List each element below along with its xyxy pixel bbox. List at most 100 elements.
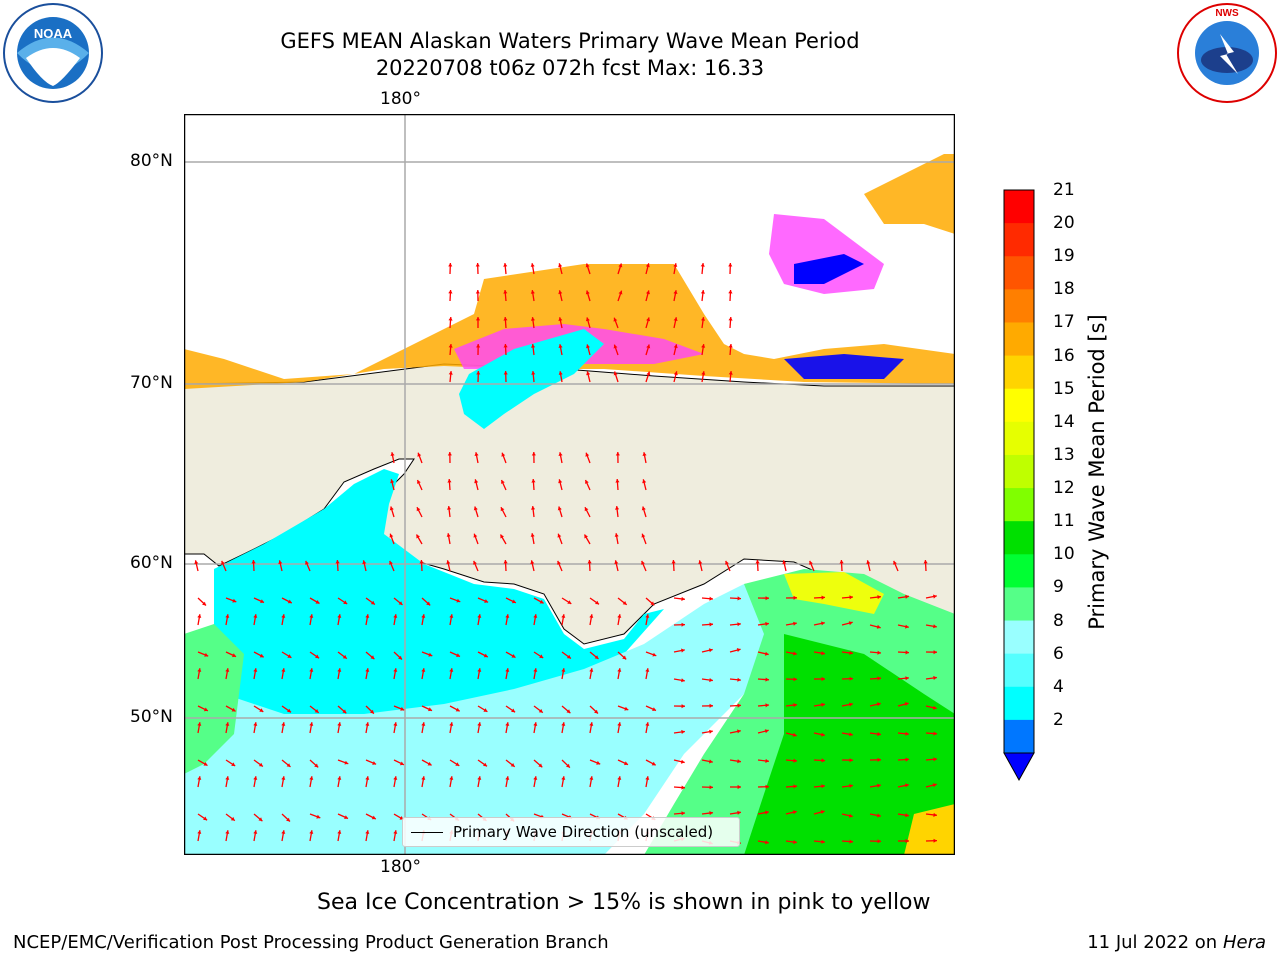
wave-arrow-head — [421, 722, 426, 726]
wave-arrow-head — [622, 655, 627, 660]
wave-arrow-head — [232, 653, 236, 658]
wave-arrow-head — [225, 722, 230, 726]
colorbar-segment — [1004, 223, 1034, 257]
colorbar-tick-label: 2 — [1053, 709, 1064, 730]
wave-arrow-head — [681, 785, 685, 790]
wave-arrow-head — [737, 622, 741, 627]
wave-arrow-head — [709, 596, 713, 601]
wave-arrow-head — [557, 533, 562, 538]
wave-arrow-head — [197, 830, 202, 834]
wave-arrow-head — [503, 263, 508, 267]
wave-arrow-head — [561, 722, 566, 726]
wave-arrow-head — [933, 675, 937, 680]
wave-arrow-head — [737, 677, 741, 682]
wave-arrow-head — [398, 601, 403, 605]
footer-date: 11 Jul 2022 on — [1087, 932, 1223, 953]
wave-arrow-head — [505, 722, 510, 726]
wave-arrow-head — [765, 784, 769, 789]
wave-arrow-head — [449, 722, 454, 726]
lat-label-50: 50°N — [130, 707, 173, 727]
wave-arrow-head — [203, 707, 208, 712]
wave-arrow-head — [197, 722, 202, 726]
wave-arrow-head — [287, 654, 292, 658]
wave-arrow-head — [558, 452, 563, 456]
wave-arrow-head — [849, 650, 853, 655]
wave-arrow-head — [613, 317, 618, 322]
wave-arrow-head — [709, 622, 713, 627]
wave-arrow-head — [533, 668, 538, 672]
wave-arrow-head — [645, 776, 650, 780]
wave-arrow-head — [448, 263, 453, 267]
wave-arrow-head — [709, 703, 713, 708]
wave-arrow-head — [587, 560, 592, 564]
wave-arrow-head — [230, 816, 235, 821]
wave-arrow-head — [202, 601, 206, 606]
wave-arrow-head — [792, 732, 797, 737]
wave-arrow-head — [251, 560, 256, 564]
wave-arrow-head — [531, 479, 536, 483]
wave-arrow-head — [533, 614, 538, 618]
wave-arrow-head — [737, 596, 741, 601]
wave-direction-arrows — [194, 262, 938, 845]
wave-arrow-head — [839, 560, 844, 564]
wave-arrow-head — [932, 783, 937, 788]
wave-arrow-head — [728, 317, 733, 321]
wave-arrow-head — [905, 624, 909, 629]
wave-arrow-head — [673, 317, 678, 321]
wave-arrow-head — [561, 776, 566, 780]
wave-arrow-head — [393, 722, 398, 726]
wave-arrow-head — [617, 776, 622, 780]
wave-arrow-head — [561, 614, 566, 618]
wave-arrow-head — [286, 817, 290, 822]
green-area-west — [184, 624, 244, 774]
wave-arrow-head — [558, 344, 563, 348]
wave-arrow-head — [821, 676, 825, 682]
wave-arrow-head — [877, 813, 881, 818]
sea-ice-note: Sea Ice Concentration > 15% is shown in … — [317, 890, 931, 915]
wave-arrow-head — [849, 702, 853, 707]
wave-arrow-head — [365, 668, 370, 672]
wave-arrow-head — [905, 676, 909, 681]
wave-arrow-head — [253, 614, 258, 618]
wave-arrow-head — [370, 709, 374, 714]
wave-arrow-head — [281, 722, 286, 726]
wave-arrow-head — [923, 560, 928, 564]
wave-arrow-head — [253, 830, 258, 834]
wave-arrow-head — [259, 653, 264, 658]
wave-arrow-head — [849, 732, 853, 737]
footer-machine: Hera — [1222, 932, 1266, 953]
wave-arrow-head — [617, 722, 622, 726]
lat-label-70: 70°N — [130, 373, 173, 393]
colorbar-tick-label: 16 — [1053, 345, 1075, 366]
wave-arrow-head — [477, 722, 482, 726]
wave-arrow-head — [511, 654, 516, 658]
wave-arrow-head — [503, 290, 508, 294]
wave-arrow-head — [531, 506, 536, 510]
wave-arrow-head — [456, 598, 461, 603]
wave-arrow-head — [614, 533, 619, 537]
wave-arrow-head — [933, 594, 937, 599]
wave-arrow-head — [673, 263, 678, 267]
wave-arrow-head — [309, 722, 314, 726]
wave-arrow-head — [701, 317, 706, 321]
wave-arrow-head — [708, 648, 713, 653]
wave-arrow-head — [342, 654, 347, 659]
wave-arrow-head — [309, 830, 314, 834]
wave-arrow-head — [624, 706, 629, 711]
wave-arrow-head — [849, 595, 853, 600]
wave-arrow-head — [260, 599, 264, 603]
wave-arrow-head — [344, 815, 348, 819]
wave-arrow-head — [673, 344, 678, 349]
wave-arrow-head — [585, 263, 590, 268]
colorbar-segment — [1004, 190, 1034, 224]
wave-arrow-head — [558, 479, 563, 484]
footer-right: 11 Jul 2022 on Hera — [1087, 932, 1266, 953]
wave-arrow-head — [417, 452, 422, 457]
wave-arrow-head — [421, 776, 426, 780]
wave-arrow-head — [309, 668, 314, 672]
colorbar-label: Primary Wave Mean Period [s] — [1085, 314, 1109, 630]
wave-arrow-head — [314, 709, 319, 713]
wave-arrow-head — [617, 614, 622, 618]
wave-arrow-head — [737, 759, 741, 764]
wave-arrow-head — [337, 722, 342, 726]
